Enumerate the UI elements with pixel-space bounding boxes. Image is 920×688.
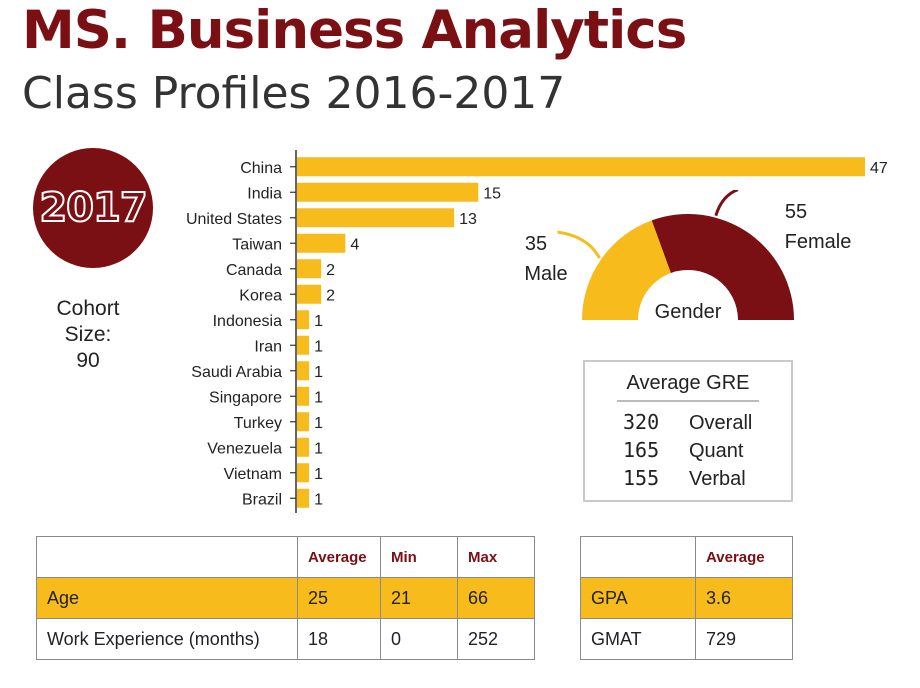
country-tick-label: Iran [254,338,282,355]
country-bar [297,208,455,228]
table-cell: 3.6 [695,577,793,619]
gre-label: Verbal [689,468,746,490]
gre-value: 165 [623,438,660,462]
country-bar [297,157,865,177]
table-row: GPA 3.6 [580,577,793,619]
page-title: MS. Business Analytics [22,0,687,61]
country-bar [297,361,310,381]
table-cell: GPA [580,577,696,619]
country-value-label: 1 [314,466,323,483]
country-tick-label: Singapore [209,389,282,406]
female-leader-line [714,190,739,217]
cohort-label-line2: Size: [64,323,112,346]
gre-label: Overall [689,412,753,434]
country-value-label: 1 [314,313,323,330]
gre-label: Quant [689,440,744,462]
table-header-cell [580,536,696,578]
country-tick-label: Taiwan [232,236,282,253]
country-bar [297,233,346,253]
year-badge: 2017 [33,148,153,268]
gre-value: 155 [623,466,660,490]
country-tick-label: Venezuela [207,440,282,457]
gre-row-verbal: 155 Verbal [623,466,746,491]
male-value-label: 35 [525,233,547,255]
country-value-label: 1 [314,338,323,355]
country-bar-chart: China 47 India 15 United States 13 Taiwan 4 Cana… [186,150,888,513]
country-tick-label: China [240,160,282,177]
table-cell: Work Experience (months) [36,618,298,660]
country-value-label: 1 [314,415,323,432]
gre-row-overall: 320 Overall [623,410,752,435]
country-bar [297,284,322,304]
country-value-label: 15 [483,185,501,202]
table-header-cell: Average [695,536,793,578]
country-bar [297,335,310,355]
table-cell: Age [36,577,298,619]
table-header-row: Average [580,536,793,578]
year-badge-label: 2017 [38,184,148,232]
country-value-label: 1 [314,364,323,381]
country-value-label: 1 [314,389,323,406]
country-value-label: 47 [870,160,888,177]
table-cell: 66 [457,577,535,619]
gpa-gmat-table: Average GPA 3.6 GMAT 729 [580,536,793,660]
table-cell: 0 [380,618,458,660]
country-bar [297,488,310,508]
country-tick-label: Korea [239,287,282,304]
country-tick-label: Vietnam [224,466,282,483]
country-bar [297,463,310,483]
cohort-size: Cohort Size: 90 [36,296,140,374]
table-cell: 25 [297,577,381,619]
country-value-label: 1 [314,491,323,508]
country-bar [297,259,322,279]
country-bar [297,386,310,406]
gre-title: Average GRE [626,372,750,394]
table-cell: 729 [695,618,793,660]
country-value-label: 4 [350,236,359,253]
country-bar [297,182,479,202]
cohort-label-line1: Cohort [56,297,120,320]
country-tick-label: Turkey [234,415,282,432]
country-tick-label: Saudi Arabia [191,364,282,381]
male-leader-line [557,230,601,259]
country-bar [297,310,310,330]
country-bar [297,437,310,457]
age-experience-table: Average Min Max Age 25 21 66 Work Experi… [36,536,535,660]
female-category-label: Female [785,231,852,253]
table-cell: 18 [297,618,381,660]
page-subtitle: Class Profiles 2016-2017 [22,68,566,119]
country-value-label: 2 [326,287,335,304]
gre-divider [617,400,759,402]
table-cell: GMAT [580,618,696,660]
table-header-cell: Max [457,536,535,578]
gender-center-label: Gender [655,301,722,323]
table-header-cell [36,536,298,578]
male-category-label: Male [524,263,567,285]
country-bar [297,412,310,432]
country-tick-label: Indonesia [213,313,282,330]
country-tick-label: United States [186,211,282,228]
gre-row-quant: 165 Quant [623,438,743,463]
gre-summary-box: Average GRE 320 Overall 165 Quant 155 Verba… [583,360,793,502]
country-tick-label: Brazil [242,491,282,508]
country-value-label: 2 [326,262,335,279]
gre-value: 320 [623,410,660,434]
table-header-cell: Min [380,536,458,578]
table-header-cell: Average [297,536,381,578]
country-value-label: 13 [459,211,477,228]
table-header-row: Average Min Max [36,536,535,578]
table-row: Age 25 21 66 [36,577,535,619]
country-value-label: 1 [314,440,323,457]
gender-slice-male [582,220,671,320]
female-value-label: 55 [785,201,807,223]
table-cell: 21 [380,577,458,619]
country-tick-label: Canada [226,262,282,279]
cohort-value: 90 [76,349,100,372]
gender-slice-female [651,214,794,320]
gender-half-donut-chart: 35 Male 55 Female Gender [524,190,852,323]
table-cell: 252 [457,618,535,660]
table-row: GMAT 729 [580,618,793,660]
table-row: Work Experience (months) 18 0 252 [36,618,535,660]
country-tick-label: India [247,185,282,202]
